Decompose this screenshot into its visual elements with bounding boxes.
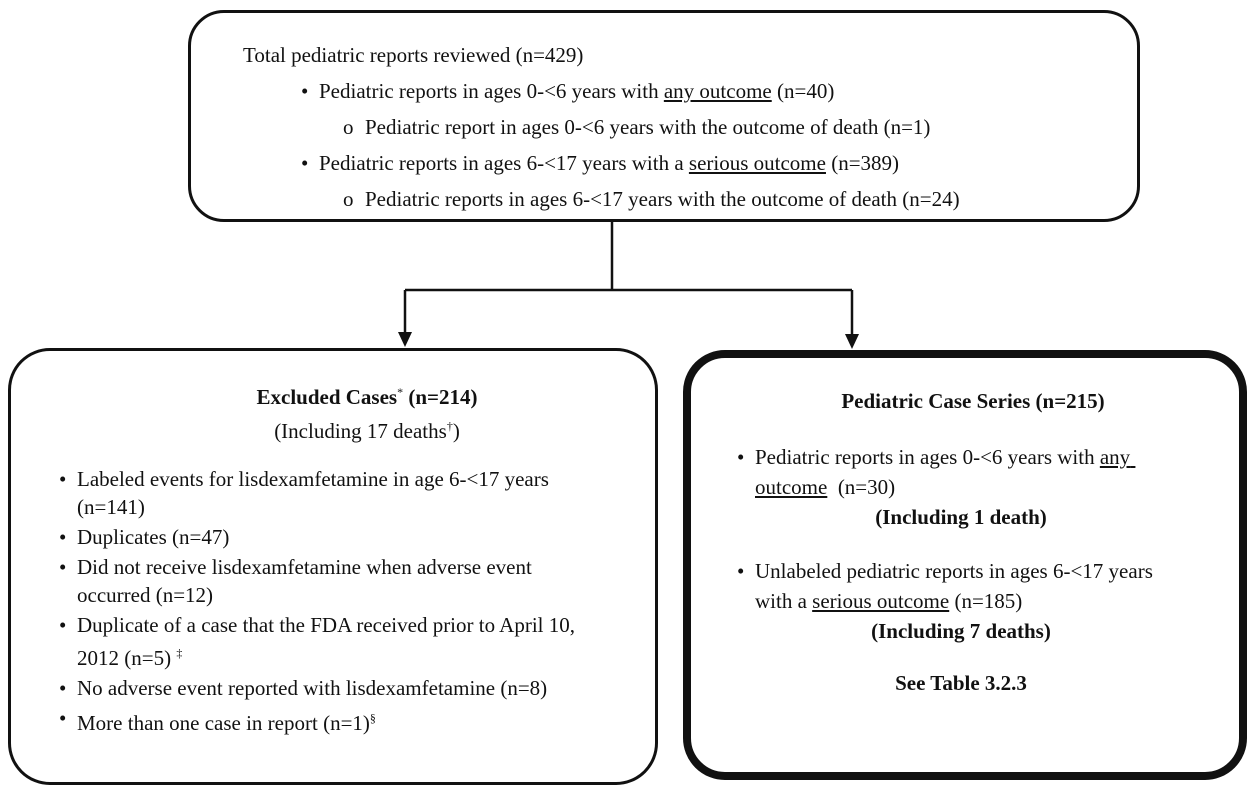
text: Pediatric report in ages 0-<6 years with… — [365, 115, 931, 139]
text: Did not receive lisdexamfetamine when ad… — [77, 555, 538, 607]
left-item: Labeled events for lisdexamfetamine in a… — [59, 465, 599, 521]
footnote-mark: † — [446, 419, 453, 433]
right-title: Pediatric Case Series (n=215) — [841, 389, 1105, 413]
left-item: Duplicate of a case that the FDA receive… — [59, 611, 599, 672]
text: Unlabeled pediatric reports in ages 6-<1… — [755, 559, 1159, 613]
underlined-text: serious outcome — [688, 151, 826, 175]
count: (n=214) — [403, 385, 478, 409]
underlined-text: any outcome — [755, 445, 1136, 499]
right-item: Unlabeled pediatric reports in ages 6-<1… — [737, 556, 1185, 616]
right-note: (Including 1 death) — [875, 505, 1047, 529]
underlined-text: serious outcome — [812, 589, 950, 613]
left-item: More than one case in report (n=1)§ — [59, 704, 599, 737]
text: No adverse event reported with lisdexamf… — [77, 676, 548, 700]
text: (n=40) — [771, 79, 835, 103]
top-item: Pediatric reports in ages 6-<17 years wi… — [301, 145, 1137, 181]
heading: Total pediatric reports reviewed (n=429) — [243, 43, 584, 67]
footnote-mark: ‡ — [176, 646, 183, 660]
arrowhead — [398, 332, 412, 347]
left-title: Excluded Cases* (n=214) — [59, 377, 615, 412]
underlined-text: any outcome — [663, 79, 772, 103]
right-box: Pediatric Case Series (n=215) Pediatric … — [683, 350, 1247, 780]
right-note: (Including 7 deaths) — [871, 619, 1051, 643]
top-box: Total pediatric reports reviewed (n=429)… — [188, 10, 1140, 222]
right-item: Pediatric reports in ages 0-<6 years wit… — [737, 442, 1185, 502]
text: Duplicate of a case that the FDA receive… — [77, 613, 581, 670]
left-item: Duplicates (n=47) — [59, 523, 599, 551]
text: Pediatric reports in ages 0-<6 years wit… — [319, 79, 664, 103]
left-subtitle: (Including 17 deaths†) — [59, 412, 615, 445]
top-subitem: Pediatric report in ages 0-<6 years with… — [343, 109, 1137, 145]
text: Pediatric reports in ages 0-<6 years wit… — [755, 445, 1100, 469]
left-box: Excluded Cases* (n=214) (Including 17 de… — [8, 348, 658, 785]
right-footer: See Table 3.2.3 — [895, 671, 1027, 695]
footnote-mark: * — [397, 385, 404, 399]
left-item: Did not receive lisdexamfetamine when ad… — [59, 553, 599, 609]
text: Pediatric reports in ages 6-<17 years wi… — [365, 187, 960, 211]
text: Duplicates (n=47) — [77, 525, 230, 549]
footnote-mark: § — [369, 711, 376, 725]
text: Pediatric reports in ages 6-<17 years wi… — [319, 151, 689, 175]
top-item: Pediatric reports in ages 0-<6 years wit… — [301, 73, 1137, 109]
text: (n=389) — [825, 151, 900, 175]
left-item: No adverse event reported with lisdexamf… — [59, 674, 599, 702]
text: More than one case in report (n=1) — [77, 711, 370, 735]
text: (n=30) — [827, 475, 896, 499]
arrowhead — [845, 334, 859, 349]
text: Labeled events for lisdexamfetamine in a… — [77, 467, 555, 519]
text: ) — [452, 419, 460, 443]
text: (Including 17 deaths — [274, 419, 447, 443]
text: (n=185) — [949, 589, 1023, 613]
title: Excluded Cases — [256, 385, 398, 409]
top-subitem: Pediatric reports in ages 6-<17 years wi… — [343, 181, 1137, 217]
